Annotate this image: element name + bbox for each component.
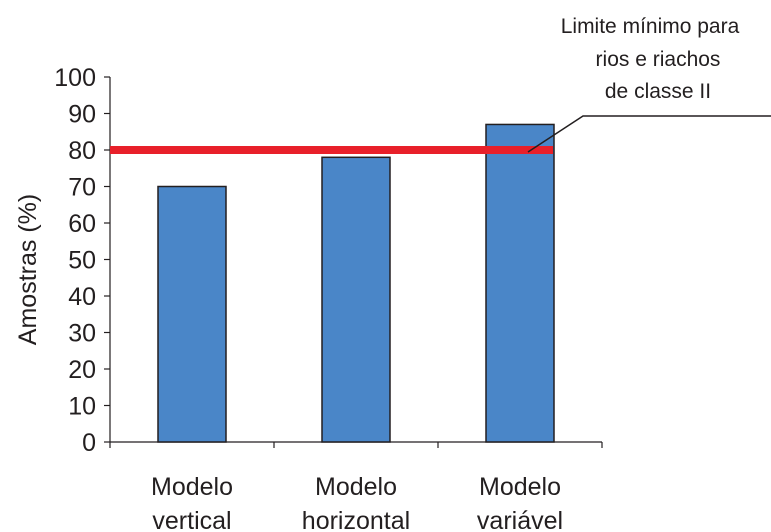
reference-line-group [110, 115, 771, 154]
bar [321, 156, 391, 443]
x-category-label: Modelo horizontal [302, 473, 410, 532]
y-tick-label: 80 [68, 137, 96, 165]
y-tick-label: 40 [68, 283, 96, 311]
reference-line-label: de classe II [605, 80, 711, 103]
annotation-leader [527, 115, 771, 153]
bars [157, 123, 555, 443]
y-tick-label: 100 [54, 64, 96, 92]
x-category-label: Modelo variável [477, 473, 563, 532]
y-tick-label: 0 [82, 429, 96, 457]
bar [485, 123, 555, 443]
x-category-label: Modelo vertical [151, 473, 233, 532]
x-category-label-line: horizontal [302, 507, 410, 532]
reference-line-label: Limite mínimo para [561, 15, 740, 38]
x-category-label-line: Modelo [151, 473, 233, 501]
y-tick-label: 90 [68, 101, 96, 129]
reference-line-label: rios e riachos [596, 48, 721, 71]
y-tick-label: 20 [68, 356, 96, 384]
x-category-label-line: variável [477, 507, 563, 532]
y-tick-label: 10 [68, 393, 96, 421]
y-tick-label: 30 [68, 320, 96, 348]
x-category-label-line: Modelo [315, 473, 397, 501]
bar [157, 185, 227, 443]
y-axis-title: Amostras (%) [14, 194, 42, 345]
y-tick-label: 70 [68, 174, 96, 202]
y-tick-label: 60 [68, 210, 96, 238]
x-category-label-line: Modelo [479, 473, 561, 501]
y-tick-label: 50 [68, 247, 96, 275]
x-category-label-line: vertical [152, 507, 231, 532]
